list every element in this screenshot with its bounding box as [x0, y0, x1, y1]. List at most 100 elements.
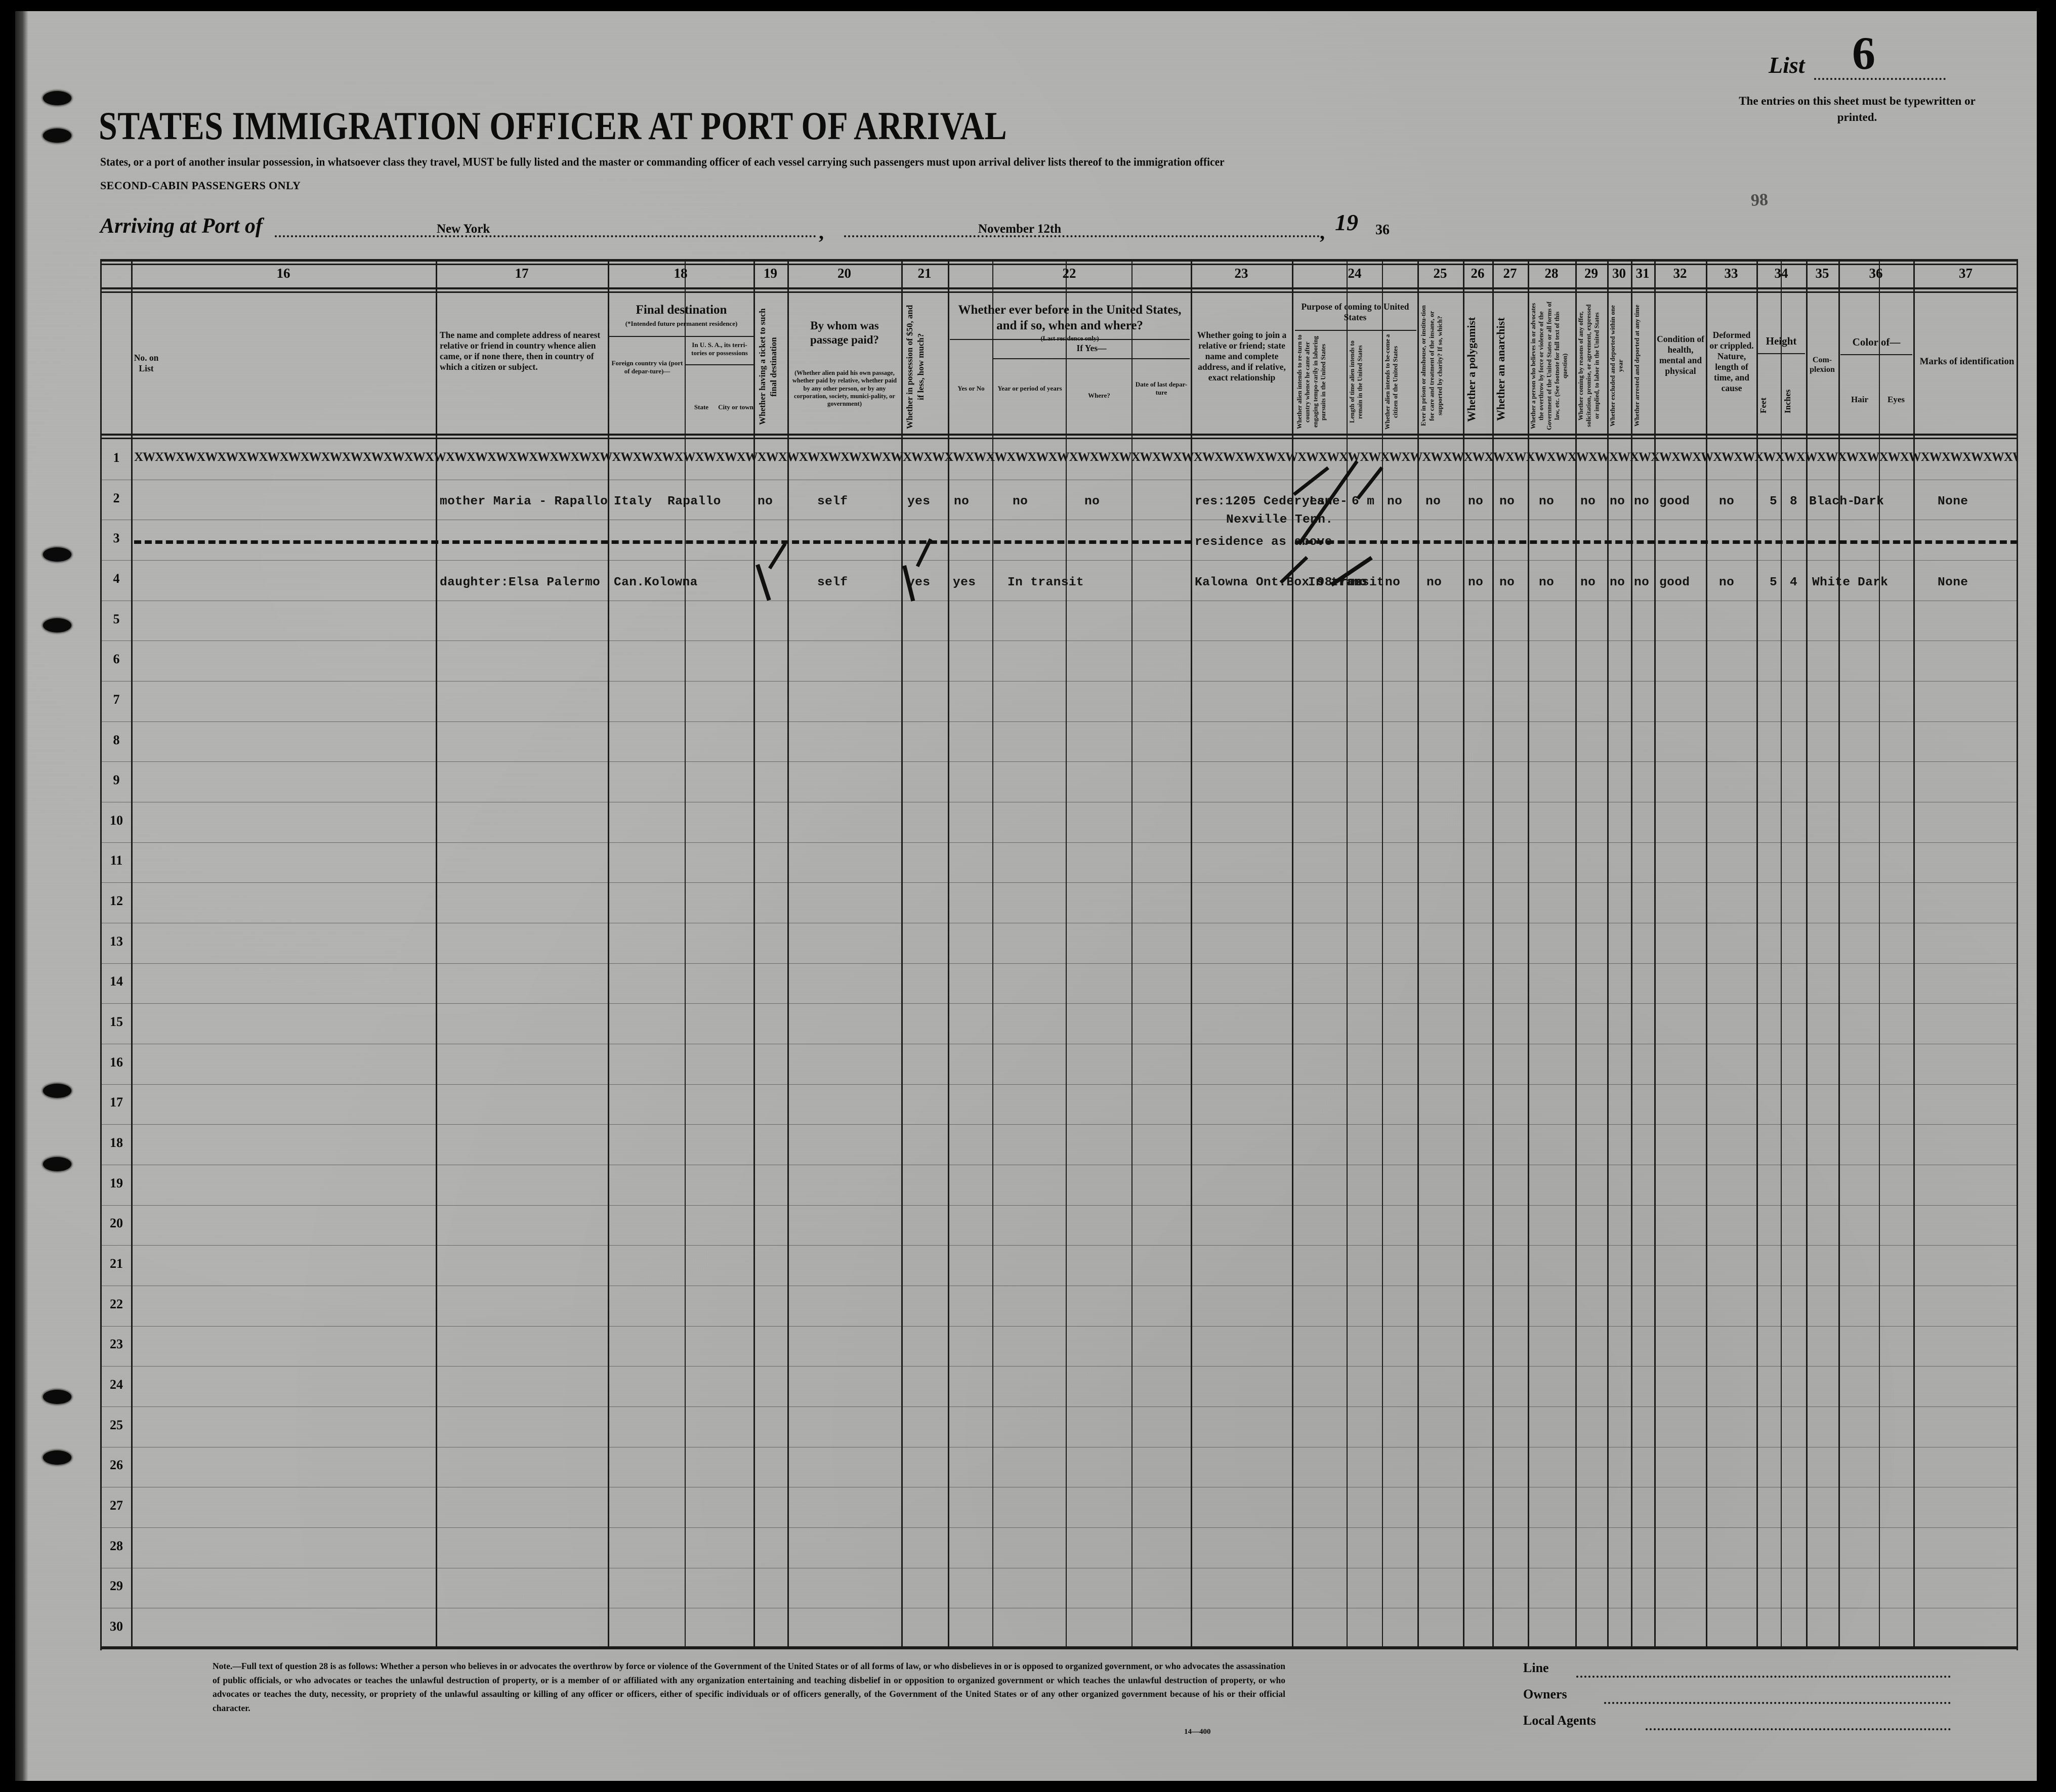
list-number: 6	[1852, 27, 1875, 79]
pen-mark-r4-c19-flourish-a	[756, 564, 771, 601]
colnum-22: 22	[1062, 266, 1076, 281]
cell-r2-c21: yes	[907, 495, 931, 508]
port-comma: ,	[819, 221, 824, 243]
cell-r4-c35: White	[1812, 576, 1851, 589]
colhdr-28: Whether a person who believes in or advo…	[1530, 302, 1569, 430]
col-div-22a	[992, 259, 993, 1649]
colnum-20: 20	[837, 266, 851, 281]
local-agents-field[interactable]: Local Agents	[1523, 1713, 1953, 1733]
cell-r4-c17: daughter:Elsa Palermo	[440, 576, 601, 589]
colhdr-25: Ever in prison or almshouse, or institu-…	[1419, 305, 1444, 426]
row-number: 14	[110, 974, 123, 989]
colhdr-24-title: Purpose of coming to United States	[1301, 302, 1409, 322]
punch-hole	[43, 1084, 71, 1098]
row-number: 19	[110, 1176, 123, 1190]
punch-hole	[43, 618, 71, 632]
row-number: 17	[110, 1095, 123, 1110]
colhdr-26: Whether a polygamist	[1465, 317, 1478, 422]
colnum-30: 30	[1612, 266, 1626, 281]
cell-r4-c22-year: In transit	[1008, 576, 1084, 589]
manifest-table: 16 17 18 19 20 21 22 23 24 25 26 27 28 2…	[100, 259, 2018, 1650]
row-number: 7	[113, 692, 120, 707]
cell-r2-c24b: 6 m	[1352, 495, 1375, 508]
list-fill-rule	[1814, 78, 1946, 80]
col-div-16	[131, 259, 133, 1649]
cell-r2-c23-line1: res:1205 Ceder Lane-	[1195, 495, 1348, 508]
colhdr-20-title: By whom was passage paid?	[810, 319, 879, 347]
colnum-21: 21	[917, 266, 932, 281]
col-div-21	[948, 259, 949, 1649]
col-div-18a	[608, 259, 609, 1649]
col-div-32	[1706, 259, 1707, 1649]
cell-r2-c26: no	[1468, 495, 1484, 508]
page-header: STATES IMMIGRATION OFFICER AT PORT OF AR…	[15, 11, 2037, 249]
c22-rule1	[950, 339, 1190, 340]
table-bottom-rule	[102, 1646, 2017, 1649]
colnum-18: 18	[674, 266, 688, 281]
col-div-27	[1528, 259, 1529, 1649]
date-value: November 12th	[978, 222, 1062, 236]
row-number: 28	[110, 1539, 123, 1553]
col-div-31	[1654, 259, 1656, 1649]
colnum-29: 29	[1584, 266, 1598, 281]
punch-hole	[43, 1157, 71, 1171]
line-field[interactable]: Line	[1523, 1660, 1953, 1681]
col-div-24	[1417, 259, 1419, 1649]
row3-strike-left	[134, 540, 1192, 544]
row-number: 22	[110, 1297, 123, 1311]
colhdr-36-title: Color of—	[1852, 336, 1901, 348]
local-agents-rule	[1646, 1728, 1951, 1730]
cell-r4-c36-hair: Dark	[1858, 576, 1889, 589]
colhdr-34-title: Height	[1766, 335, 1797, 347]
row-number: 6	[113, 652, 120, 666]
row-number: 29	[110, 1578, 123, 1593]
form-number: 14—400	[1184, 1728, 1211, 1736]
colnum-31: 31	[1635, 266, 1650, 281]
colnum-17: 17	[515, 266, 529, 281]
col-div-22b	[1066, 259, 1067, 1649]
colhdr-18-foreign: Foreign country via (port of depar-ture)…	[611, 359, 683, 375]
colnum-33: 33	[1724, 266, 1738, 281]
colnum-19: 19	[764, 266, 777, 281]
c24-rule	[1295, 330, 1416, 331]
colhdr-33: Deformed or crippled. Nature, length of …	[1709, 330, 1754, 393]
colnum-25: 25	[1433, 266, 1447, 281]
cell-r4-c24a: In transit	[1308, 576, 1385, 589]
row-number: 21	[110, 1256, 123, 1271]
colhdr-31: Whether arrested and deported at any tim…	[1633, 305, 1641, 427]
colhdr-18-city: City or town	[718, 403, 753, 411]
date-fill-rule	[844, 235, 1320, 237]
cell-r4-c32: good	[1659, 576, 1690, 589]
colhdr-30: Whether excluded and deported within one…	[1609, 305, 1624, 426]
col-div-17	[436, 259, 437, 1649]
col-div-34a	[1781, 259, 1782, 1649]
row-number: 4	[113, 571, 120, 586]
row-number: 9	[113, 773, 120, 787]
row-number: 1	[113, 450, 120, 465]
cell-r4-c18-foreign: Can.	[614, 576, 645, 589]
colnum-35: 35	[1815, 266, 1829, 281]
owners-field[interactable]: Owners	[1523, 1687, 1953, 1707]
cell-r4-c30: no	[1610, 576, 1625, 589]
punch-hole	[43, 547, 71, 562]
col-div-34	[1806, 259, 1808, 1649]
date-comma: ,	[1320, 221, 1325, 243]
subtitle-line-1: States, or a port of another insular pos…	[100, 155, 1225, 168]
colhdr-35: Com-plexion	[1810, 356, 1835, 374]
colnum-26: 26	[1471, 266, 1485, 281]
cell-r4-c25: no	[1426, 576, 1442, 589]
c36-rule	[1840, 354, 1912, 355]
colhdr-17: The name and complete address of nearest…	[440, 330, 601, 372]
colhdr-32: Condition of health, mental and physical	[1657, 334, 1704, 376]
cell-r4-c27: no	[1499, 576, 1515, 589]
arriving-at-port-label: Arriving at Port of	[100, 215, 263, 238]
cell-r2-c32: good	[1659, 495, 1690, 508]
colhdr-22-year: Year or period of years	[997, 385, 1062, 392]
colnum-37: 37	[1959, 266, 1973, 281]
colnum-band-bottom	[102, 287, 2017, 289]
cell-r2-c25: no	[1425, 495, 1441, 508]
cell-r4-c22-yesno: yes	[953, 576, 976, 589]
cell-r4-c34-inches: 4	[1790, 576, 1798, 589]
list-note: The entries on this sheet must be typewr…	[1739, 95, 1976, 124]
